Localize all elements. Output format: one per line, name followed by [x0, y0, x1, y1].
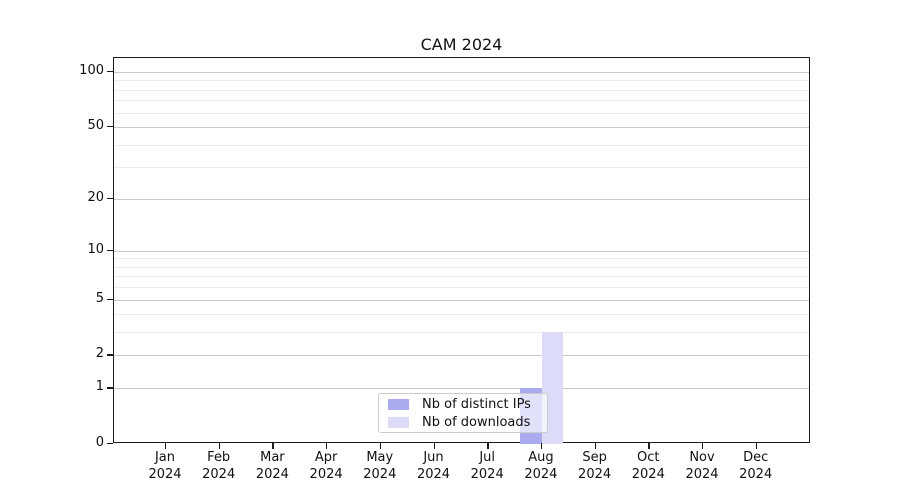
- major-gridline: [114, 299, 809, 301]
- legend-item: Nb of distinct IPs: [388, 397, 538, 412]
- x-tick-month: Oct: [637, 450, 660, 465]
- legend: Nb of distinct IPs Nb of downloads: [378, 393, 548, 433]
- x-tick-year: 2024: [309, 467, 343, 482]
- x-tick-year: 2024: [363, 467, 397, 482]
- y-tick-mark: [107, 443, 113, 445]
- y-tick-label: 50: [87, 118, 104, 134]
- x-tick-month: Sep: [582, 450, 607, 465]
- x-tick-year: 2024: [470, 467, 504, 482]
- y-tick-label: 1: [95, 379, 104, 395]
- minor-gridline: [114, 100, 809, 102]
- x-tick-label: Apr 2024: [296, 449, 356, 483]
- major-gridline: [114, 72, 809, 73]
- legend-label: Nb of downloads: [422, 414, 531, 430]
- y-tick-mark: [107, 71, 113, 73]
- x-tick-mark: [702, 443, 704, 449]
- minor-gridline: [114, 167, 809, 169]
- x-tick-year: 2024: [739, 467, 773, 482]
- x-tick-label: May 2024: [350, 449, 410, 483]
- chart-title: CAM 2024: [420, 35, 503, 54]
- minor-gridline: [114, 276, 809, 278]
- x-tick-year: 2024: [578, 467, 612, 482]
- x-tick-label: Aug 2024: [511, 449, 571, 483]
- y-tick-label: 10: [87, 241, 104, 257]
- y-tick-label: 100: [79, 63, 104, 78]
- x-tick-mark: [272, 443, 274, 449]
- y-tick-label: 2: [95, 346, 104, 362]
- minor-gridline: [114, 89, 809, 91]
- y-tick-mark: [107, 126, 113, 128]
- legend-label: Nb of distinct IPs: [422, 396, 531, 412]
- major-gridline: [114, 198, 809, 200]
- plot-area: [113, 57, 810, 444]
- minor-gridline: [114, 258, 809, 260]
- x-tick-year: 2024: [416, 467, 451, 482]
- minor-gridline: [114, 266, 809, 268]
- major-gridline: [114, 388, 809, 390]
- x-tick-year: 2024: [524, 467, 558, 482]
- x-tick-month: Apr: [314, 450, 338, 465]
- y-tick-mark: [107, 298, 113, 300]
- x-tick-label: Sep 2024: [565, 449, 625, 483]
- major-gridline: [114, 355, 809, 357]
- x-tick-year: 2024: [685, 467, 719, 482]
- x-tick-mark: [755, 443, 758, 449]
- x-tick-label: Oct 2024: [618, 449, 678, 483]
- x-tick-month: Jun: [423, 450, 444, 465]
- x-tick-month: Aug: [528, 450, 554, 465]
- y-tick-mark: [107, 249, 113, 252]
- x-tick-label: Dec 2024: [726, 449, 786, 483]
- x-tick-year: 2024: [631, 467, 665, 482]
- x-tick-label: Jul 2024: [457, 449, 517, 483]
- legend-swatch: [388, 398, 409, 410]
- x-tick-mark: [218, 443, 221, 449]
- x-tick-mark: [165, 443, 167, 449]
- x-tick-label: Jan 2024: [135, 449, 195, 483]
- legend-item: Nb of downloads: [388, 415, 538, 430]
- x-tick-label: Jun 2024: [404, 449, 464, 483]
- x-tick-mark: [648, 443, 650, 449]
- legend-swatch: [388, 416, 409, 428]
- y-tick-label: 5: [95, 290, 104, 306]
- y-tick-mark: [107, 387, 113, 389]
- x-tick-month: Nov: [689, 450, 715, 465]
- x-tick-mark: [487, 443, 489, 449]
- x-tick-year: 2024: [255, 467, 289, 482]
- x-tick-month: Feb: [207, 450, 231, 465]
- y-tick-label: 20: [87, 189, 104, 205]
- x-tick-mark: [594, 443, 596, 449]
- minor-gridline: [114, 112, 809, 114]
- x-tick-label: Mar 2024: [242, 449, 302, 483]
- x-tick-mark: [379, 443, 382, 449]
- x-tick-label: Feb 2024: [189, 449, 249, 483]
- minor-gridline: [114, 144, 809, 146]
- x-tick-label: Nov 2024: [672, 449, 732, 483]
- y-tick-mark: [107, 197, 113, 199]
- minor-gridline: [114, 287, 809, 289]
- minor-gridline: [114, 332, 809, 334]
- x-tick-month: May: [366, 450, 394, 465]
- y-tick-mark: [107, 354, 113, 356]
- major-gridline: [114, 250, 809, 252]
- x-tick-mark: [540, 443, 543, 449]
- x-tick-month: Jul: [479, 450, 496, 465]
- x-tick-month: Dec: [743, 450, 769, 465]
- x-tick-month: Mar: [260, 450, 285, 465]
- x-tick-year: 2024: [202, 467, 236, 482]
- minor-gridline: [114, 314, 809, 316]
- y-tick-label: 0: [95, 435, 104, 450]
- major-gridline: [114, 127, 809, 129]
- x-tick-year: 2024: [148, 467, 182, 482]
- x-tick-mark: [326, 443, 328, 449]
- minor-gridline: [114, 80, 809, 82]
- x-tick-month: Jan: [154, 450, 176, 465]
- x-tick-mark: [433, 443, 435, 449]
